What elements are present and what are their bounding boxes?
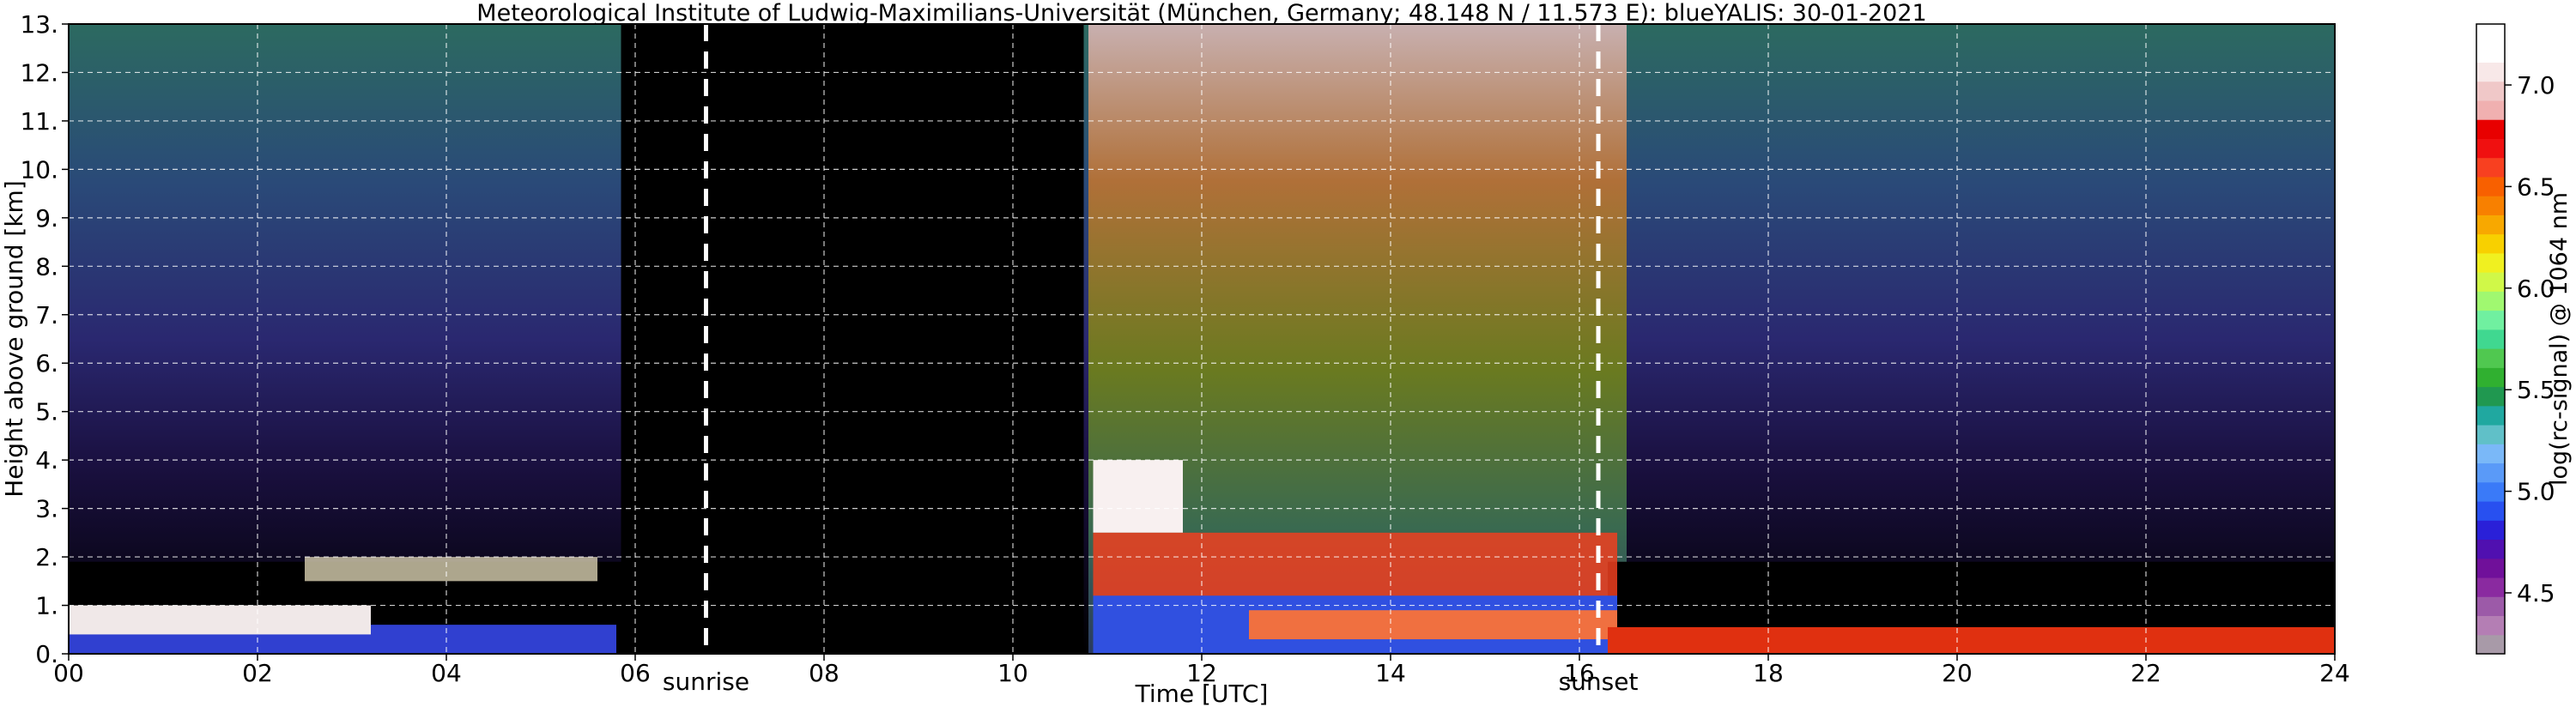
x-tick-label: 04 [431,659,462,687]
colorbar-swatch [2476,81,2505,101]
y-tick-label: 12. [20,58,58,87]
colorbar-tick-label: 6.5 [2517,172,2555,201]
x-tick-label: 14 [1375,659,1406,687]
y-tick-label: 0. [35,640,58,668]
colorbar-swatch [2476,215,2505,235]
x-tick-label: 12 [1186,659,1217,687]
y-tick-label: 6. [35,349,58,378]
x-axis: 00 02 04 06 08 10 12 14 16 18 20 22 24 [53,654,2350,687]
colorbar-swatch [2476,291,2505,311]
colorbar-tick-label: 5.5 [2517,376,2555,404]
colorbar-swatch [2476,481,2505,502]
x-tick-label: 18 [1753,659,1784,687]
y-tick-label: 8. [35,252,58,281]
y-tick-label: 10. [20,155,58,184]
x-tick-label: 08 [809,659,839,687]
colorbar-swatch [2476,272,2505,292]
colorbar-swatches [2476,24,2505,655]
y-axis: 0. 1. 2. 3. 4. 5. 6. 7. 8. 9. 10. 11. 12. 13. [20,10,69,668]
x-tick-label: 00 [53,659,84,687]
colorbar-swatch [2476,233,2505,254]
colorbar-swatch [2476,329,2505,349]
colorbar-tick-label: 7.0 [2517,71,2555,100]
y-tick-label: 7. [35,301,58,329]
y-tick-label: 2. [35,543,58,571]
heatmap [69,24,2335,654]
colorbar-swatch [2476,596,2505,617]
y-tick-label: 9. [35,204,58,233]
colorbar-tick-label: 4.5 [2517,579,2555,607]
x-tick-label: 16 [1564,659,1595,687]
colorbar-swatch [2476,520,2505,541]
x-tick-label: 10 [997,659,1028,687]
colorbar-swatch [2476,119,2505,139]
sunrise-annotation: sunrise [663,668,749,696]
colorbar-swatch [2476,386,2505,407]
colorbar-ticks: 4.5 5.0 5.5 6.0 6.5 7.0 [2505,71,2555,607]
colorbar-swatch [2476,462,2505,483]
colorbar-swatch [2476,176,2505,196]
colorbar-swatch [2476,157,2505,178]
colorbar-swatch [2476,405,2505,426]
aerosol-layer-mid [1249,610,1617,640]
y-tick-label: 5. [35,398,58,426]
colorbar-swatch [2476,558,2505,578]
y-tick-label: 13. [20,10,58,39]
colorbar-swatch [2476,348,2505,368]
y-tick-label: 1. [35,592,58,620]
colorbar-swatch [2476,425,2505,444]
colorbar-tick-label: 5.0 [2517,478,2555,506]
colorbar-swatch [2476,196,2505,215]
cloud-layer [305,557,597,582]
x-tick-label: 24 [2319,659,2350,687]
x-tick-label: 06 [620,659,651,687]
colorbar-swatch [2476,24,2505,44]
colorbar-swatch [2476,615,2505,636]
x-tick-label: 02 [242,659,273,687]
y-tick-label: 4. [35,446,58,474]
colorbar-swatch [2476,367,2505,388]
chart-title: Meteorological Institute of Ludwig-Maxim… [476,0,1926,27]
colorbar-swatch [2476,252,2505,273]
colorbar-label: log(rc-signal) @ 1064 nm [2546,192,2573,486]
shallow-layer [1608,626,2335,654]
colorbar-swatch [2476,62,2505,82]
x-axis-label: Time [UTC] [1135,680,1269,707]
sunset-annotation: sunset [1559,668,1639,696]
x-tick-label: 20 [1942,659,1973,687]
plot-area [68,23,2336,655]
colorbar-swatch [2476,577,2505,597]
y-tick-label: 3. [35,495,58,523]
colorbar: 4.5 5.0 5.5 6.0 6.5 7.0 log(rc-signal) @ 1064… [2476,23,2573,655]
colorbar-swatch [2476,539,2505,559]
x-tick-label: 22 [2131,659,2161,687]
colorbar-swatch [2476,138,2505,159]
colorbar-swatch [2476,100,2505,120]
night-gap [621,24,1084,654]
colorbar-tick-label: 6.0 [2517,275,2555,303]
colorbar-frame [2476,23,2506,655]
colorbar-swatch [2476,444,2505,464]
aerosol-layer-top [1093,460,1183,533]
boundary-layer-top [69,605,371,635]
y-tick-label: 11. [20,107,58,136]
colorbar-swatch [2476,43,2505,63]
colorbar-swatch [2476,634,2505,655]
colorbar-swatch [2476,501,2505,521]
colorbar-swatch [2476,310,2505,330]
y-axis-label: Height above ground [km] [0,180,28,498]
grid [69,24,2335,654]
